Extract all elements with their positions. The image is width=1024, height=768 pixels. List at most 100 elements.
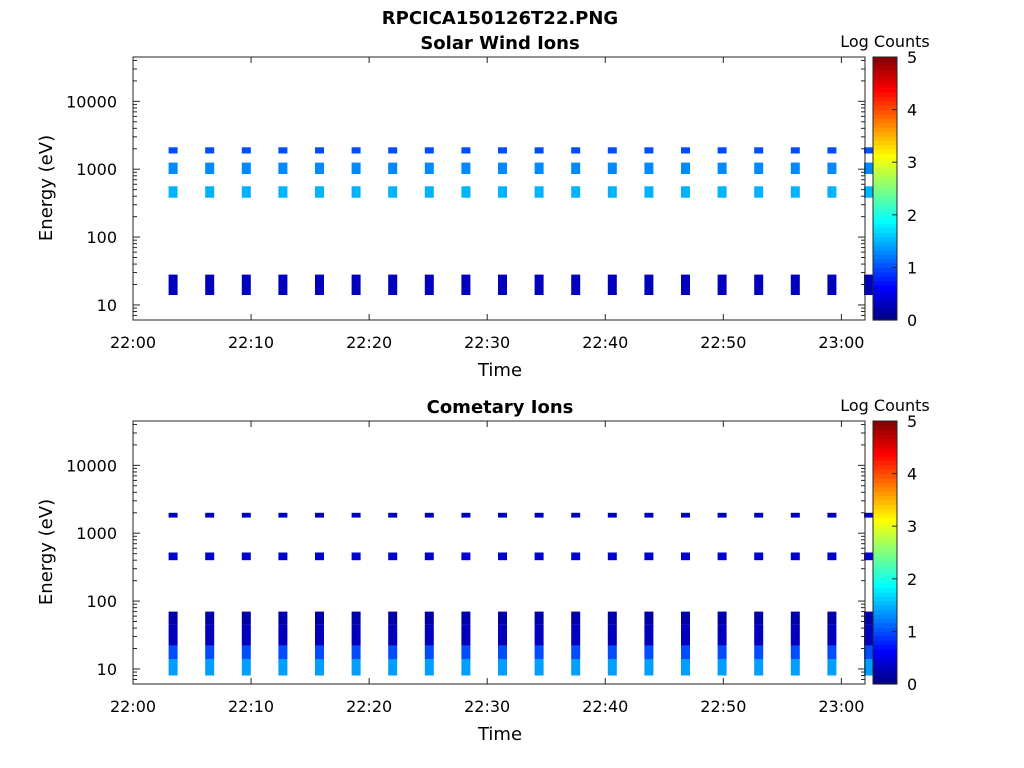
- y-axis-label: Energy (eV): [36, 135, 57, 241]
- colorbar-segment: [873, 311, 897, 317]
- x-tick-label: 22:40: [582, 697, 628, 716]
- colorbar-segment: [873, 74, 897, 80]
- x-tick-label: 22:10: [228, 333, 274, 352]
- x-tick-label: 22:10: [228, 697, 274, 716]
- colorbar-segment: [873, 254, 897, 260]
- colorbar: 0 1 2 3 4 5: [872, 48, 917, 330]
- spectrogram-cell: [717, 552, 727, 561]
- spectrogram-cell: [864, 274, 873, 295]
- colorbar-segment: [873, 679, 897, 685]
- colorbar-segment: [873, 495, 897, 501]
- colorbar-segment: [873, 170, 897, 176]
- spectrogram-cell: [351, 624, 361, 646]
- spectrogram-cell: [278, 624, 288, 646]
- x-tick-label: 22:00: [110, 333, 156, 352]
- colorbar-segment: [873, 548, 897, 554]
- spectrogram-cell: [241, 162, 251, 174]
- spectrogram-cell: [461, 552, 471, 561]
- spectrogram-cell: [205, 552, 215, 561]
- spectrogram-cell: [790, 274, 800, 295]
- spectrogram-cell: [424, 147, 434, 154]
- spectrogram-cell: [351, 611, 361, 625]
- spectrogram-cell: [424, 274, 434, 295]
- colorbar-segment: [873, 574, 897, 580]
- spectrogram-cell: [168, 659, 178, 676]
- spectrogram-cell: [278, 512, 288, 518]
- spectrogram-cell: [681, 624, 690, 646]
- spectrogram-cell: [717, 512, 727, 518]
- spectrogram-cell: [864, 624, 873, 646]
- spectrogram-cell: [571, 162, 581, 174]
- colorbar-segment: [873, 267, 897, 273]
- spectrogram-cell: [571, 659, 581, 676]
- colorbar-segment: [873, 157, 897, 163]
- spectrogram-cell: [461, 512, 471, 518]
- spectrogram-cell: [644, 624, 654, 646]
- spectrogram-cell: [754, 162, 764, 174]
- spectrogram-cell: [498, 552, 507, 561]
- spectrogram-cell: [864, 552, 873, 561]
- colorbar-segment: [873, 499, 897, 505]
- spectrogram-cell: [534, 552, 544, 561]
- spectrogram-cell: [571, 512, 581, 518]
- spectrogram-cell: [351, 186, 361, 198]
- colorbar-segment: [873, 100, 897, 106]
- spectrogram-cell: [790, 611, 800, 625]
- colorbar-segment: [873, 197, 897, 203]
- spectrogram-cell: [827, 512, 837, 518]
- colorbar-segment: [873, 241, 897, 247]
- spectrogram-cell: [827, 147, 837, 154]
- colorbar-tick-label: 3: [907, 153, 917, 172]
- colorbar-segment: [873, 622, 897, 628]
- colorbar-segment: [873, 280, 897, 286]
- colorbar-segment: [873, 249, 897, 255]
- colorbar-segment: [873, 70, 897, 76]
- spectrogram-cell: [278, 274, 288, 295]
- colorbar-segment: [873, 561, 897, 567]
- colorbar-tick-label: 2: [907, 206, 917, 225]
- colorbar-segment: [873, 421, 897, 426]
- colorbar-segment: [873, 570, 897, 576]
- y-tick-label: 1000: [76, 160, 117, 179]
- colorbar-tick-label: 1: [907, 258, 917, 277]
- colorbar-segment: [873, 306, 897, 312]
- spectrogram-cell: [315, 552, 324, 561]
- colorbar-segment: [873, 65, 897, 71]
- colorbar-segment: [873, 596, 897, 602]
- spectrogram-cell: [388, 512, 398, 518]
- colorbar-segment: [873, 517, 897, 523]
- spectrogram-cell: [534, 624, 544, 646]
- spectrogram-cell: [607, 147, 617, 154]
- colorbar-segment: [873, 284, 897, 290]
- colorbar-segment: [873, 214, 897, 220]
- colorbar-segment: [873, 144, 897, 150]
- colorbar-segment: [873, 175, 897, 181]
- colorbar-label: Log Counts: [840, 32, 930, 51]
- spectrogram-cell: [278, 552, 288, 561]
- x-tick-label: 22:40: [582, 333, 628, 352]
- spectrogram-cell: [534, 512, 544, 518]
- colorbar-segment: [873, 302, 897, 308]
- spectrogram-cell: [754, 659, 764, 676]
- spectrogram-cell: [864, 512, 873, 518]
- spectrogram-cell: [864, 611, 873, 625]
- spectrogram-cell: [498, 611, 507, 625]
- spectrogram-cell: [717, 645, 727, 659]
- spectrogram-cell: [571, 186, 581, 198]
- spectrogram-cell: [827, 552, 837, 561]
- x-tick-label: 23:00: [818, 697, 864, 716]
- colorbar-segment: [873, 648, 897, 654]
- spectrogram-cell: [790, 645, 800, 659]
- spectrogram-cell: [754, 552, 764, 561]
- colorbar-segment: [873, 271, 897, 277]
- spectrogram-cell: [388, 147, 398, 154]
- spectrogram-cell: [827, 659, 837, 676]
- spectrogram-cell: [790, 659, 800, 676]
- spectrogram-cell: [241, 512, 251, 518]
- spectrogram-cell: [717, 274, 727, 295]
- colorbar-tick-label: 0: [907, 311, 917, 330]
- spectrogram-cell: [424, 552, 434, 561]
- spectrogram-cell: [205, 162, 215, 174]
- colorbar-segment: [873, 666, 897, 672]
- colorbar-segment: [873, 109, 897, 115]
